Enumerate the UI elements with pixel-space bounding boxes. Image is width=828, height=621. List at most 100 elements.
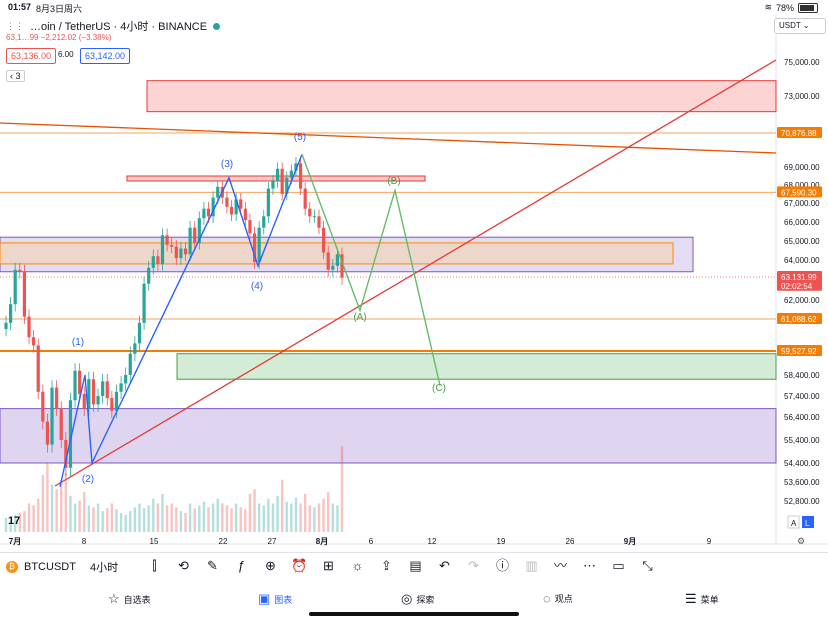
price-badge-label: 61,088.62 bbox=[781, 315, 817, 324]
candle-body bbox=[234, 199, 238, 215]
tab-watchlist[interactable]: ☆ 自选表 bbox=[108, 591, 151, 607]
candle-body bbox=[321, 227, 326, 253]
price-badge-label: 67,590.30 bbox=[781, 188, 817, 197]
volume-bar bbox=[244, 509, 247, 532]
tab-chart[interactable]: ▣ 图表 bbox=[258, 591, 292, 607]
time-tick-label: 9 bbox=[707, 537, 712, 546]
volume-bar bbox=[188, 503, 192, 532]
pen-icon[interactable]: ✎ bbox=[207, 558, 218, 573]
volume-bar bbox=[55, 489, 58, 532]
candle-body bbox=[262, 216, 266, 228]
tradingview-logo: 17 bbox=[8, 515, 20, 527]
candle-body bbox=[266, 188, 270, 217]
layout-icon[interactable]: ⊞ bbox=[323, 558, 334, 573]
indicator-count-toggle[interactable]: ‹ 3 bbox=[6, 70, 25, 82]
home-indicator bbox=[309, 612, 519, 616]
info-icon[interactable]: ⓘ bbox=[495, 558, 509, 573]
bottom-tab-bar: ☆ 自选表 ▣ 图表 ◎ 探索 ◌ 观点 ☰ 菜单 bbox=[0, 585, 828, 611]
redo-icon[interactable]: ↷ bbox=[468, 558, 479, 573]
symbol-selector[interactable]: ₿ BTCUSDT 4小时 bbox=[6, 559, 118, 575]
volume-bar bbox=[322, 498, 325, 532]
candle-body bbox=[340, 254, 344, 278]
volume-bar bbox=[253, 489, 256, 532]
volume-bar bbox=[9, 520, 12, 532]
battery-percent: 78% bbox=[775, 2, 794, 13]
candle-body bbox=[91, 379, 96, 405]
candle-body bbox=[239, 199, 243, 209]
quote-line: 63,1…99 −2,212.02 (−3.38%) bbox=[6, 33, 112, 42]
volume-bar bbox=[46, 463, 49, 532]
wave-label: (C) bbox=[432, 383, 446, 394]
volume-bar bbox=[248, 494, 252, 532]
bars-icon[interactable]: ▥ bbox=[525, 558, 538, 573]
chart-type-icon[interactable]: ⫿ bbox=[152, 558, 157, 573]
price-badge bbox=[777, 345, 822, 356]
idea-icon[interactable]: ☼ bbox=[351, 558, 364, 573]
candle-body bbox=[82, 393, 86, 409]
undo-icon[interactable]: ↶ bbox=[439, 558, 450, 573]
green-demand-zone bbox=[176, 353, 777, 380]
currency-select[interactable]: USDT ⌄ bbox=[774, 18, 826, 34]
candle-body bbox=[41, 391, 45, 422]
candle-body bbox=[27, 316, 31, 338]
candle-body bbox=[151, 256, 155, 268]
candle-body bbox=[59, 408, 63, 440]
candle-body bbox=[225, 197, 229, 207]
sell-price-button[interactable]: 63,136.00 bbox=[6, 48, 57, 64]
indicator-count: 3 bbox=[15, 71, 21, 81]
indicator-icon[interactable]: ƒ bbox=[237, 558, 246, 573]
trend-icon[interactable]: 〰 bbox=[553, 558, 567, 573]
replay-icon[interactable]: ⟲ bbox=[178, 558, 189, 573]
volume-bar bbox=[294, 497, 298, 532]
price-badge bbox=[777, 127, 822, 138]
candle-body bbox=[114, 391, 119, 411]
candle-body bbox=[119, 383, 123, 392]
volume-bar bbox=[37, 498, 40, 532]
candle-body bbox=[248, 220, 252, 234]
candle-body bbox=[13, 269, 17, 305]
grid-icon[interactable]: ⋮⋮ bbox=[6, 20, 24, 31]
alarm-icon[interactable]: ⏰ bbox=[291, 558, 308, 573]
price-tick-label: 75,000.00 bbox=[784, 58, 820, 67]
tab-ideas[interactable]: ◌ 观点 bbox=[543, 591, 573, 606]
volume-bar bbox=[110, 503, 114, 532]
time-tick-label: 8 bbox=[82, 537, 87, 546]
price-tick-label: 57,400.00 bbox=[784, 392, 820, 401]
interval-label[interactable]: 4小时 bbox=[89, 562, 119, 574]
candle-body bbox=[156, 256, 160, 264]
time-tick-label: 27 bbox=[268, 537, 277, 546]
price-tick-label: 64,000.00 bbox=[784, 256, 820, 265]
share-icon[interactable]: ⇪ bbox=[381, 558, 392, 573]
more-icon[interactable]: ⋯ bbox=[583, 558, 596, 573]
volume-bar bbox=[202, 501, 206, 532]
order-icon[interactable]: ▤ bbox=[409, 558, 422, 573]
candle-body bbox=[188, 227, 192, 255]
volume-bar bbox=[262, 505, 265, 532]
chart-title-bar[interactable]: ⋮⋮ …oin / TetherUS · 4小时 · BINANCE bbox=[6, 18, 221, 34]
price-badge bbox=[777, 271, 822, 282]
tab-menu[interactable]: ☰ 菜单 bbox=[685, 591, 719, 607]
candle-body bbox=[179, 248, 183, 259]
fullscreen-icon[interactable]: ⤡ bbox=[642, 558, 653, 573]
price-tick-label: 53,600.00 bbox=[784, 478, 820, 487]
candle-body bbox=[45, 421, 50, 445]
tab-explore[interactable]: ◎ 探索 bbox=[401, 591, 434, 607]
candle-body bbox=[331, 265, 335, 270]
log-scale-label: L bbox=[805, 519, 810, 528]
price-chart[interactable]: (1) (2) (3) (4) (5) (A) (B) (C) 75,000.00 73,000.… bbox=[0, 0, 828, 552]
price-badge-label: 59,527.92 bbox=[781, 347, 817, 356]
candle-body bbox=[101, 381, 105, 396]
add-icon[interactable]: ⊕ bbox=[265, 558, 276, 573]
ascending-trendline bbox=[54, 59, 777, 487]
bitcoin-icon: ₿ bbox=[6, 561, 18, 573]
candle-body bbox=[271, 181, 275, 189]
candle-body bbox=[105, 381, 109, 399]
rectangle-icon[interactable]: ▭ bbox=[612, 558, 625, 573]
candle-body bbox=[96, 396, 100, 405]
volume-bar bbox=[129, 511, 132, 532]
price-tick-label: 54,400.00 bbox=[784, 459, 820, 468]
buy-price-button[interactable]: 63,142.00 bbox=[80, 48, 131, 64]
candle-body bbox=[206, 208, 211, 217]
price-tick-label: 65,000.00 bbox=[784, 237, 820, 246]
symbol-title[interactable]: …oin / TetherUS · 4小时 · BINANCE bbox=[30, 21, 208, 33]
